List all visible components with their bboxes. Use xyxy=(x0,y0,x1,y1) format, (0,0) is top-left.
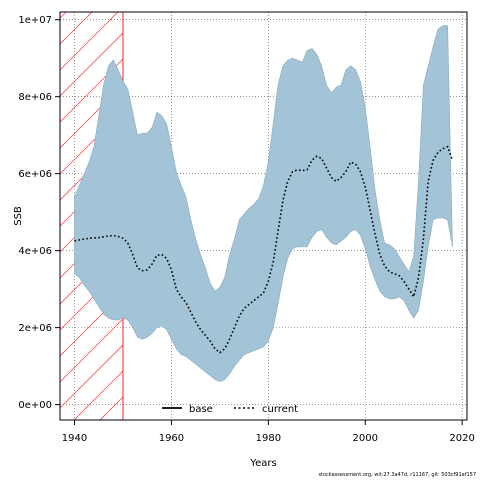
y-tick-label-2: 4e+06 xyxy=(18,246,52,257)
plot-frame xyxy=(59,11,468,421)
y-tick-label-1: 2e+06 xyxy=(18,323,52,334)
x-axis-label: Years xyxy=(249,458,276,469)
x-tick-label-1: 1960 xyxy=(159,433,184,444)
y-tick-label-0: 0e+00 xyxy=(18,400,52,411)
footer-attribution: stockassessment.org, wit:27.3a47d, r1116… xyxy=(318,472,476,478)
y-axis-ticks: 0e+00 2e+06 4e+06 6e+06 8e+06 1e+07 xyxy=(18,15,60,411)
legend-base-label: base xyxy=(189,404,213,415)
x-tick-label-3: 2000 xyxy=(353,433,378,444)
legend: base current xyxy=(162,404,298,415)
confidence-band xyxy=(74,25,453,382)
legend-current-label: current xyxy=(262,404,298,415)
x-tick-label-4: 2020 xyxy=(449,433,474,444)
x-axis-ticks: 1940 1960 1980 2000 2020 xyxy=(62,420,475,444)
x-tick-label-2: 1980 xyxy=(256,433,281,444)
x-tick-label-0: 1940 xyxy=(62,433,87,444)
y-tick-label-4: 8e+06 xyxy=(18,92,52,103)
y-axis-label: SSB xyxy=(13,206,24,226)
y-tick-label-3: 6e+06 xyxy=(18,169,52,180)
y-tick-label-5: 1e+07 xyxy=(18,15,52,26)
